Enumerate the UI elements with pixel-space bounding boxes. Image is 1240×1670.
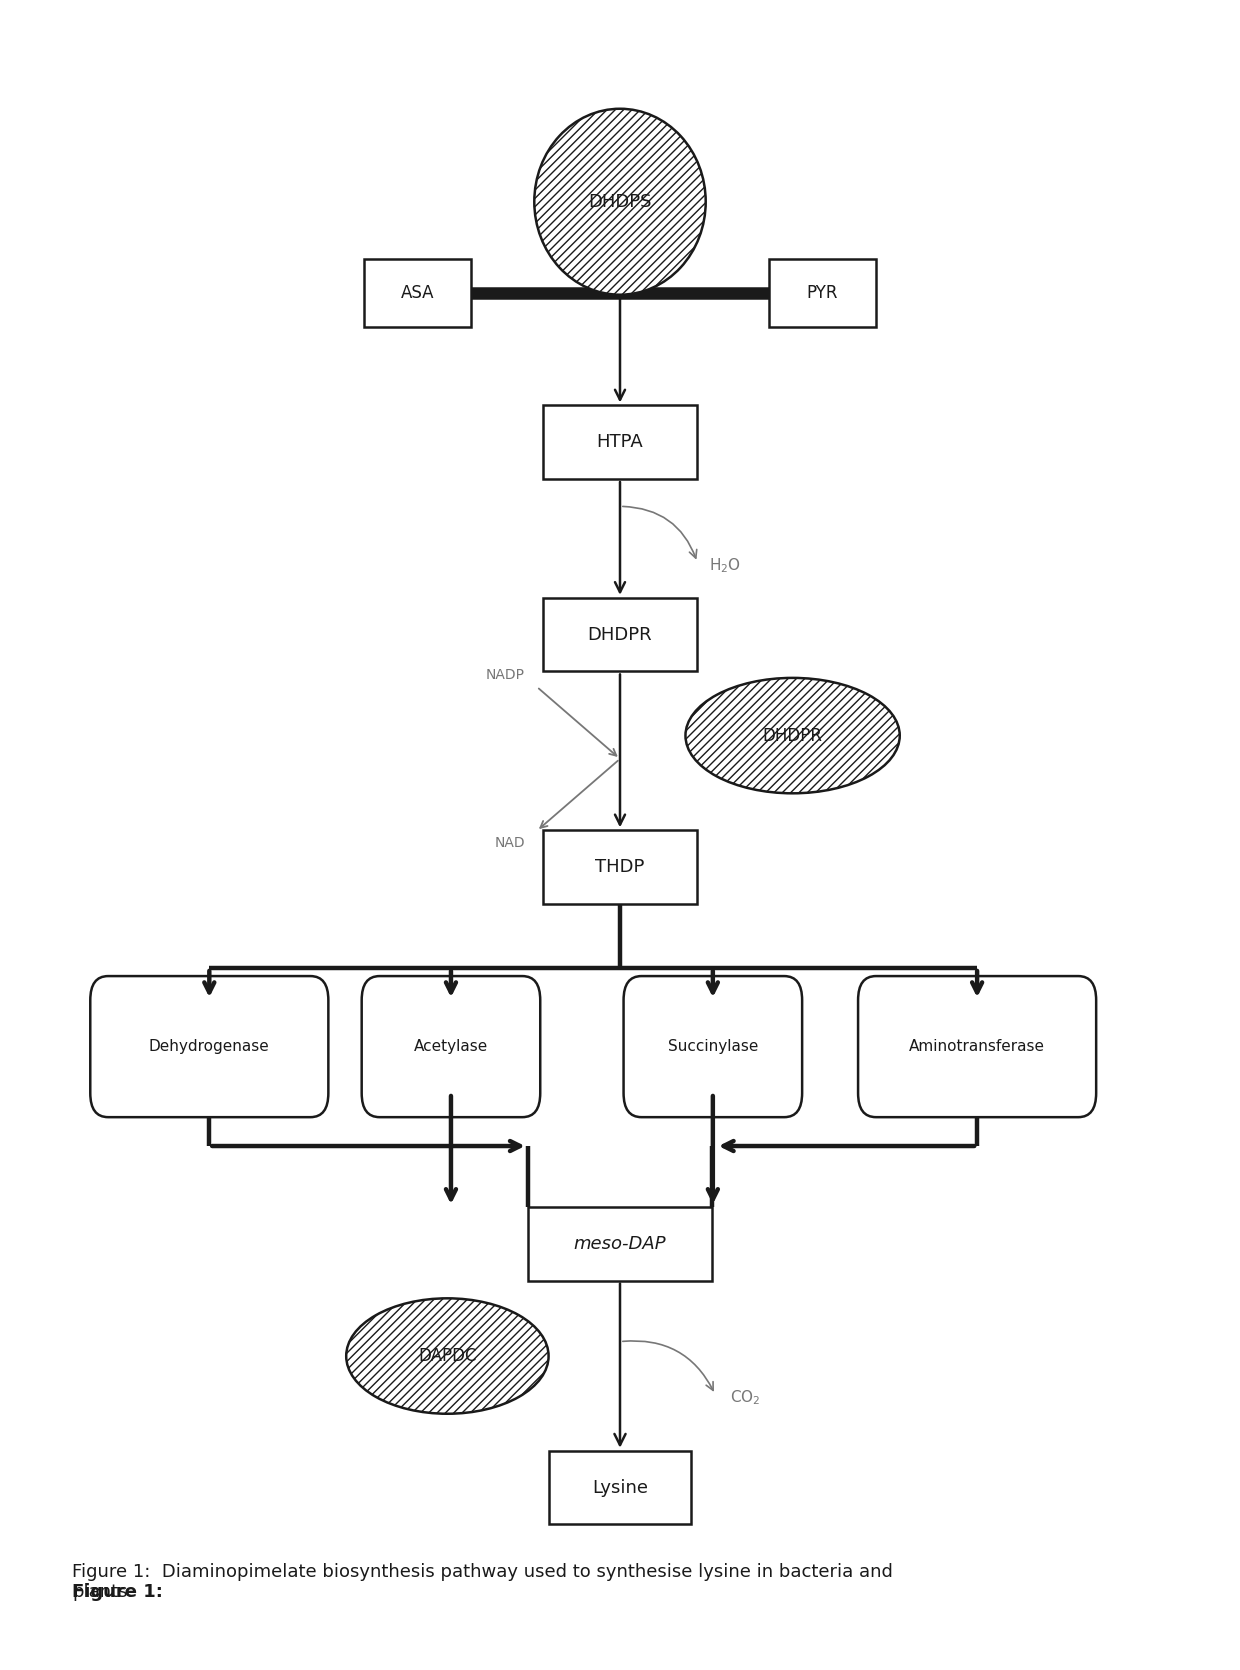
- FancyBboxPatch shape: [528, 1207, 712, 1281]
- Text: H$_2$O: H$_2$O: [709, 556, 742, 574]
- Text: DAPDC: DAPDC: [418, 1348, 476, 1364]
- Ellipse shape: [534, 109, 706, 294]
- FancyBboxPatch shape: [543, 406, 697, 479]
- Text: meso-DAP: meso-DAP: [574, 1234, 666, 1252]
- Text: HTPA: HTPA: [596, 433, 644, 451]
- Text: THDP: THDP: [595, 858, 645, 877]
- Text: CO$_2$: CO$_2$: [729, 1388, 760, 1408]
- Text: Aminotransferase: Aminotransferase: [909, 1039, 1045, 1054]
- Text: Figure 1:  Diaminopimelate biosynthesis pathway used to synthesise lysine in bac: Figure 1: Diaminopimelate biosynthesis p…: [72, 1563, 893, 1602]
- FancyBboxPatch shape: [362, 975, 541, 1117]
- Text: DHDPS: DHDPS: [588, 192, 652, 210]
- Text: ASA: ASA: [401, 284, 434, 302]
- FancyBboxPatch shape: [858, 975, 1096, 1117]
- Text: NAD: NAD: [495, 835, 525, 850]
- FancyBboxPatch shape: [769, 259, 875, 327]
- Text: Lysine: Lysine: [591, 1478, 649, 1496]
- Text: DHDPR: DHDPR: [588, 626, 652, 643]
- Text: NADP: NADP: [486, 668, 525, 681]
- Ellipse shape: [346, 1298, 548, 1414]
- Text: Succinylase: Succinylase: [667, 1039, 758, 1054]
- Text: DHDPR: DHDPR: [763, 726, 822, 745]
- FancyBboxPatch shape: [624, 975, 802, 1117]
- FancyBboxPatch shape: [91, 975, 329, 1117]
- Ellipse shape: [686, 678, 900, 793]
- Text: Acetylase: Acetylase: [414, 1039, 489, 1054]
- Text: PYR: PYR: [806, 284, 838, 302]
- FancyBboxPatch shape: [365, 259, 471, 327]
- FancyBboxPatch shape: [548, 1451, 692, 1525]
- FancyBboxPatch shape: [543, 598, 697, 671]
- Text: Figure 1:: Figure 1:: [72, 1583, 164, 1602]
- Text: Dehydrogenase: Dehydrogenase: [149, 1039, 269, 1054]
- FancyBboxPatch shape: [543, 830, 697, 903]
